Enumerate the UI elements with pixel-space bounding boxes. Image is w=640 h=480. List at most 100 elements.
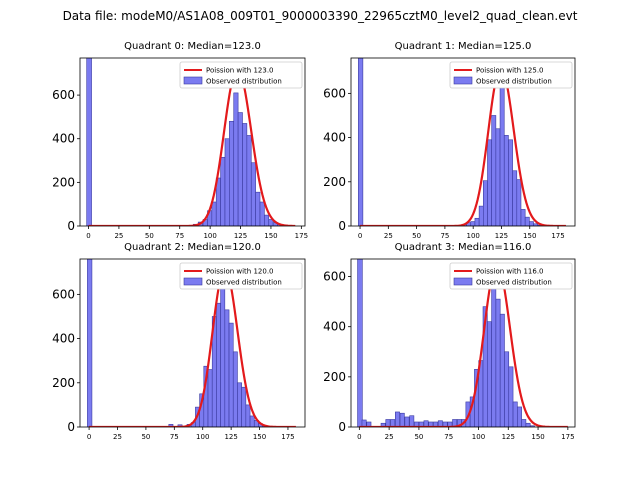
histogram-bar bbox=[447, 421, 453, 427]
axes-frame bbox=[79, 57, 306, 227]
plot-area bbox=[87, 259, 296, 427]
y-tick-label: 400 bbox=[323, 131, 346, 145]
legend-bar-label: Observed distribution bbox=[476, 78, 552, 86]
histogram-bar bbox=[418, 421, 424, 427]
histogram-bar bbox=[525, 422, 531, 427]
poisson-curve bbox=[88, 67, 296, 226]
histogram-bar bbox=[245, 404, 251, 427]
legend: Poission with 120.0 Observed distribution bbox=[179, 262, 303, 290]
x-tick-label: 100 bbox=[196, 433, 209, 441]
legend-box bbox=[449, 262, 573, 290]
histogram-bar bbox=[385, 419, 391, 427]
poisson-curve bbox=[359, 262, 568, 427]
legend: Poission with 116.0 Observed distribution bbox=[449, 262, 573, 290]
legend-curve-label: Poission with 116.0 bbox=[476, 268, 544, 276]
axes-frame bbox=[350, 57, 576, 227]
x-tick-label: 0 bbox=[358, 232, 362, 240]
legend-box bbox=[179, 61, 303, 89]
histogram-bar bbox=[499, 73, 505, 226]
legend-bar-swatch bbox=[453, 76, 473, 85]
figure-title: Data file: modeM0/AS1A08_009T01_90000033… bbox=[63, 9, 578, 23]
legend-bar-label: Observed distribution bbox=[476, 279, 552, 287]
histogram-bar bbox=[529, 221, 534, 226]
histogram-bar bbox=[232, 351, 238, 427]
x-tick-label: 50 bbox=[141, 433, 150, 441]
histogram-bar bbox=[264, 214, 270, 226]
histogram-bar bbox=[86, 58, 92, 226]
histogram-bar bbox=[414, 421, 419, 427]
histogram-bar bbox=[529, 425, 535, 427]
histogram-bar bbox=[216, 302, 221, 427]
histogram-bar bbox=[224, 138, 230, 226]
x-tick-label: 100 bbox=[203, 232, 216, 240]
legend-curve-label: Poission with 125.0 bbox=[476, 67, 544, 75]
quadrant-1-chart: 0 25 50 75 100 125 150 175 0 200 400 600 Quadrant 1:… bbox=[323, 41, 576, 240]
histogram-bar bbox=[366, 421, 372, 427]
histogram-bar bbox=[437, 420, 443, 427]
poisson-curve bbox=[89, 267, 296, 427]
x-tick-label: 50 bbox=[412, 232, 421, 240]
histogram-bar bbox=[229, 120, 235, 226]
histogram-bar bbox=[503, 135, 509, 226]
histogram-bar bbox=[442, 421, 448, 427]
histogram-bar bbox=[504, 351, 510, 427]
y-tick-label: 0 bbox=[338, 219, 346, 233]
y-tick-label: 600 bbox=[323, 270, 346, 284]
histogram-bar bbox=[87, 259, 93, 427]
x-tick-label: 0 bbox=[87, 433, 91, 441]
x-tick-label: 0 bbox=[86, 232, 90, 240]
y-tick-label: 200 bbox=[52, 175, 75, 189]
histogram-bar bbox=[423, 420, 429, 427]
histogram-bar bbox=[211, 201, 217, 226]
histogram-bar bbox=[483, 180, 488, 226]
axes-frame bbox=[79, 258, 306, 428]
y-tick-label: 0 bbox=[67, 219, 75, 233]
histogram-bar bbox=[508, 366, 514, 427]
legend-curve-label: Poission with 120.0 bbox=[206, 268, 274, 276]
x-tick-label: 150 bbox=[264, 232, 277, 240]
histogram-bar bbox=[512, 170, 518, 226]
x-tick-label: 75 bbox=[444, 433, 453, 441]
histogram-bar bbox=[246, 135, 252, 226]
quadrant-0-chart: 0 25 50 75 100 125 150 175 0 200 400 600 Quadrant 0:… bbox=[52, 41, 308, 240]
legend: Poission with 125.0 Observed distribution bbox=[449, 61, 573, 89]
histogram-bar bbox=[399, 412, 405, 427]
histogram-bar bbox=[255, 191, 261, 226]
legend-bar-swatch bbox=[453, 277, 473, 286]
histogram-bar bbox=[508, 139, 513, 226]
histogram-bar bbox=[521, 419, 527, 427]
legend: Poission with 123.0 Observed distribution bbox=[179, 61, 303, 89]
histogram-bar bbox=[220, 156, 226, 226]
histogram-bar bbox=[524, 216, 530, 226]
panel-title: Quadrant 0: Median=123.0 bbox=[124, 41, 261, 52]
histogram-bar bbox=[428, 421, 434, 427]
plot-area bbox=[357, 259, 568, 427]
plot-area bbox=[358, 58, 566, 226]
x-tick-label: 125 bbox=[502, 433, 515, 441]
legend-curve-label: Poission with 123.0 bbox=[206, 67, 274, 75]
x-tick-label: 50 bbox=[145, 232, 154, 240]
panel-title: Quadrant 3: Median=116.0 bbox=[395, 242, 532, 253]
poisson-curve bbox=[360, 66, 566, 226]
histogram-bar bbox=[249, 415, 255, 427]
y-tick-label: 200 bbox=[323, 370, 346, 384]
histogram-bar bbox=[433, 421, 439, 427]
y-tick-label: 0 bbox=[67, 420, 75, 434]
y-tick-label: 400 bbox=[323, 320, 346, 334]
x-tick-label: 175 bbox=[295, 232, 308, 240]
y-tick-label: 600 bbox=[52, 287, 75, 301]
x-tick-label: 125 bbox=[224, 433, 237, 441]
x-tick-label: 25 bbox=[113, 433, 122, 441]
x-tick-label: 175 bbox=[561, 433, 574, 441]
histogram-bar bbox=[395, 411, 400, 427]
x-tick-label: 150 bbox=[531, 433, 544, 441]
histogram-bar bbox=[474, 217, 480, 226]
histogram-bar bbox=[512, 401, 518, 427]
histogram-bar bbox=[237, 382, 242, 427]
x-tick-label: 125 bbox=[495, 232, 508, 240]
histogram-bar bbox=[224, 309, 230, 427]
histogram-bar bbox=[357, 259, 363, 427]
histogram-bar bbox=[470, 221, 476, 226]
histogram-bar bbox=[237, 112, 243, 226]
histogram-bar bbox=[517, 406, 522, 427]
